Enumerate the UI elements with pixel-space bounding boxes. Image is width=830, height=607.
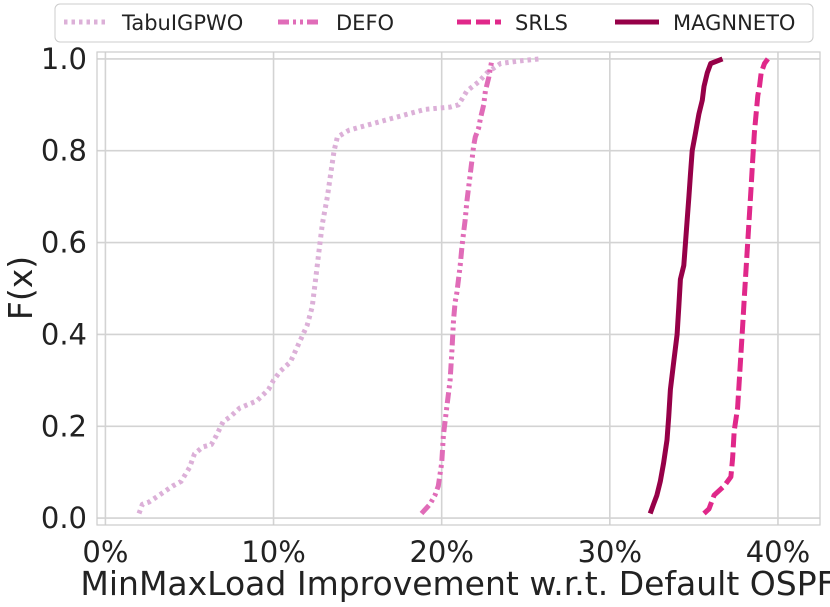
plot-frame <box>96 51 821 526</box>
y-tick-label: 0.2 <box>41 409 87 443</box>
x-tick-label: 40% <box>746 535 810 569</box>
grid <box>97 52 820 525</box>
y-tick-label: 0.8 <box>41 134 87 168</box>
y-tick-label: 0.0 <box>41 501 87 535</box>
legend-label-tabuigpwo: TabuIGPWO <box>121 11 243 35</box>
x-tick-label: 30% <box>578 535 642 569</box>
legend-box <box>54 3 814 43</box>
x-axis-label: MinMaxLoad Improvement w.r.t. Default OS… <box>80 564 830 603</box>
legend-label-srls: SRLS <box>515 11 568 35</box>
y-tick-label: 1.0 <box>41 42 87 76</box>
x-tick-label: 10% <box>241 535 305 569</box>
series-line-srls <box>702 57 770 516</box>
series-line-magnneto <box>647 56 724 515</box>
legend-label-defo: DEFO <box>336 11 394 35</box>
series-lines <box>136 56 770 516</box>
x-tick-label: 0% <box>82 535 128 569</box>
series-line-tabuigpwo <box>136 56 540 515</box>
legend-label-magnneto: MAGNNETO <box>673 11 795 35</box>
y-axis-label: F(x) <box>1 256 40 320</box>
series-line-defo <box>419 58 495 516</box>
y-tick-label: 0.4 <box>41 317 87 351</box>
y-tick-label: 0.6 <box>41 226 87 260</box>
legend: TabuIGPWO DEFO SRLS MAGNNETO <box>54 3 814 43</box>
axis-ticks: 0% 10% 20% 30% 40% 0.0 0.2 0.4 0.6 0.8 1.0 <box>41 42 810 569</box>
x-tick-label: 20% <box>409 535 473 569</box>
